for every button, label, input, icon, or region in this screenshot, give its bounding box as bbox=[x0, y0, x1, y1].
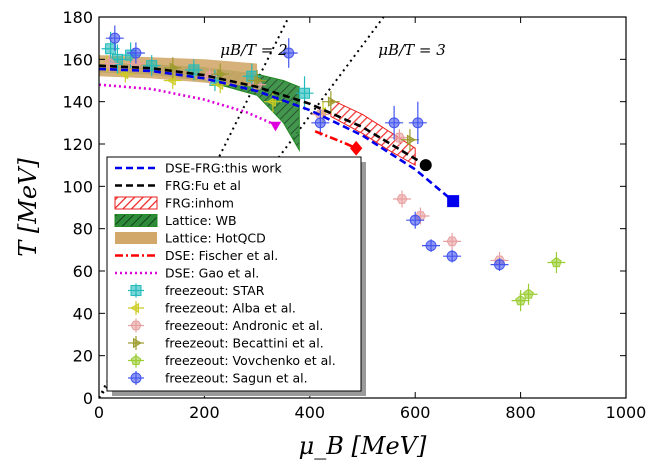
point-freezeout-sagun-et-al-8 bbox=[494, 259, 506, 271]
x-tick-label-0: 0 bbox=[94, 403, 104, 422]
x-tick-label-400: 400 bbox=[295, 403, 326, 422]
legend-label-lattice-hotqcd: Lattice: HotQCD bbox=[165, 231, 266, 246]
y-tick-label-0: 0 bbox=[83, 389, 93, 408]
y-tick-label-120: 120 bbox=[62, 135, 93, 154]
endpoint-frg-fu-et-al bbox=[419, 159, 432, 172]
point-freezeout-sagun-et-al-5 bbox=[412, 117, 424, 129]
point-freezeout-becattini-et-al-3 bbox=[327, 96, 337, 107]
legend-handle-freezeout-vovchenko-et-al bbox=[130, 354, 142, 365]
legend-handle-lattice-hotqcd bbox=[115, 232, 157, 244]
legend-label-freezeout-star: freezeout: STAR bbox=[165, 283, 265, 298]
axes-frame bbox=[98, 16, 627, 399]
legend-handle-freezeout-andronic-et-al bbox=[130, 320, 142, 331]
point-freezeout-sagun-et-al-0 bbox=[109, 32, 121, 44]
y-tick-label-180: 180 bbox=[62, 8, 93, 27]
x-tick-label-800: 800 bbox=[505, 403, 536, 422]
point-freezeout-sagun-et-al-3 bbox=[314, 117, 326, 129]
y-axis-label: T [MeV] bbox=[14, 158, 42, 257]
legend: DSE-FRG:this work FRG:Fu et al FRG:inhom La… bbox=[106, 156, 366, 396]
legend-label-lattice-wb: Lattice: WB bbox=[165, 213, 237, 228]
point-freezeout-andronic-et-al-8 bbox=[446, 236, 458, 247]
point-freezeout-vovchenko-et-al-1 bbox=[523, 288, 534, 299]
point-freezeout-vovchenko-et-al-2 bbox=[551, 256, 562, 268]
point-freezeout-sagun-et-al-2 bbox=[283, 47, 295, 59]
y-tick-label-20: 20 bbox=[73, 347, 93, 366]
y-tick-label-80: 80 bbox=[73, 220, 93, 239]
legend-label-dse-frg-this-work: DSE-FRG:this work bbox=[165, 161, 283, 176]
point-freezeout-sagun-et-al-1 bbox=[130, 47, 142, 59]
point-freezeout-sagun-et-al-6 bbox=[425, 240, 437, 252]
x-axis-label: μ_B [MeV] bbox=[299, 432, 427, 460]
legend-label-dse-fischer-et-al: DSE: Fischer et al. bbox=[165, 248, 278, 263]
legend-label-frg-fu-et-al: FRG:Fu et al bbox=[165, 178, 241, 193]
axes: μB/T = 2 μB/T = 3 0 200 400 600 800 1000 0 20 40 60… bbox=[14, 8, 646, 460]
line-frg-fu-et-al bbox=[99, 64, 427, 167]
point-freezeout-vovchenko-et-al-0 bbox=[515, 294, 526, 306]
point-freezeout-andronic-et-al-6 bbox=[396, 194, 408, 204]
point-freezeout-becattini-et-al-4 bbox=[406, 134, 416, 145]
legend-handle-lattice-wb bbox=[114, 214, 158, 227]
legend-label-freezeout-vovchenko-et-al: freezeout: Vovchenko et al. bbox=[165, 353, 336, 368]
legend-label-freezeout-becattini-et-al: freezeout: Becattini et al. bbox=[165, 336, 324, 351]
point-freezeout-alba-et-al-1 bbox=[119, 68, 129, 80]
endpoint-dse-fischer-et-al bbox=[350, 140, 363, 156]
legend-label-freezeout-andronic-et-al: freezeout: Andronic et al. bbox=[165, 318, 323, 333]
legend-label-freezeout-alba-et-al: freezeout: Alba et al. bbox=[165, 301, 296, 316]
x-tick-label-1000: 1000 bbox=[606, 403, 647, 422]
legend-handle-freezeout-sagun-et-al bbox=[130, 372, 142, 384]
x-tick-label-600: 600 bbox=[400, 403, 431, 422]
legend-handle-freezeout-becattini-et-al bbox=[133, 337, 143, 349]
point-freezeout-becattini-et-al-1 bbox=[217, 68, 227, 80]
endpoint-dse-frg-this-work bbox=[447, 195, 460, 208]
y-tick-label-40: 40 bbox=[73, 304, 93, 323]
line-dse-frg-this-work bbox=[99, 67, 454, 203]
point-freezeout-becattini-et-al-2 bbox=[254, 75, 264, 86]
legend-label-freezeout-sagun-et-al: freezeout: Sagun et al. bbox=[165, 371, 308, 386]
y-tick-label-60: 60 bbox=[73, 262, 93, 281]
point-freezeout-sagun-et-al-9 bbox=[409, 214, 421, 226]
endpoint-dse-gao-et-al bbox=[269, 121, 282, 132]
y-tick-label-140: 140 bbox=[62, 93, 93, 112]
line-dse-fischer-et-al bbox=[314, 130, 357, 150]
band-frg-inhom bbox=[330, 98, 416, 167]
point-freezeout-andronic-et-al-5 bbox=[393, 132, 405, 143]
legend-handle-freezeout-alba-et-al bbox=[129, 302, 139, 314]
point-freezeout-star-0 bbox=[105, 43, 117, 55]
y-tick-label-100: 100 bbox=[62, 177, 93, 196]
point-freezeout-becattini-et-al-0 bbox=[169, 62, 179, 73]
legend-label-frg-inhom: FRG:inhom bbox=[165, 196, 234, 211]
annotation-1: μB/T = 3 bbox=[378, 41, 445, 59]
point-freezeout-sagun-et-al-7 bbox=[446, 250, 458, 262]
legend-handle-freezeout-star bbox=[130, 285, 142, 296]
plot-area bbox=[99, 17, 566, 398]
point-freezeout-alba-et-al-4 bbox=[266, 96, 276, 107]
x-tick-label-200: 200 bbox=[189, 403, 220, 422]
legend-box bbox=[106, 156, 362, 392]
y-tick-label-160: 160 bbox=[62, 50, 93, 69]
line-dse-gao-et-al bbox=[99, 83, 277, 127]
legend-label-dse-gao-et-al: DSE: Gao et al. bbox=[165, 266, 259, 281]
annotation-0: μB/T = 2 bbox=[220, 41, 287, 59]
point-freezeout-alba-et-al-2 bbox=[166, 75, 176, 86]
point-freezeout-star-7 bbox=[299, 87, 311, 99]
legend-handle-frg-inhom bbox=[114, 196, 158, 210]
point-freezeout-sagun-et-al-4 bbox=[388, 117, 400, 129]
